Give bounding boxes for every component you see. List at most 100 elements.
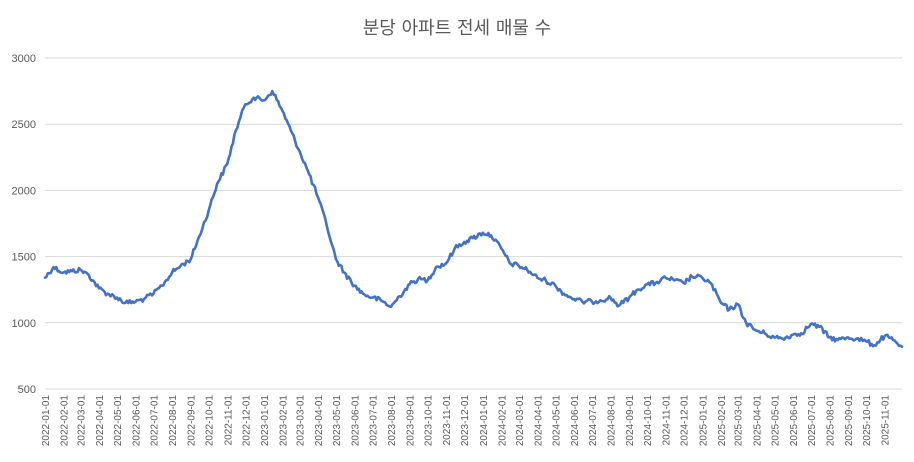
data-point bbox=[453, 247, 456, 250]
x-axis-ticks: 2022-01-01 2022-02-01 2022-03-01 2022-04-01… bbox=[41, 395, 892, 447]
x-tick-label: 2023-10-01 bbox=[424, 395, 435, 447]
x-tick-label: 2024-03-01 bbox=[515, 395, 526, 447]
data-point bbox=[763, 332, 766, 335]
data-point bbox=[828, 336, 831, 339]
y-tick-label: 1500 bbox=[12, 252, 36, 264]
data-point bbox=[306, 169, 309, 172]
x-tick-label: 2023-07-01 bbox=[368, 395, 379, 447]
y-tick-label: 1000 bbox=[12, 318, 36, 330]
data-point bbox=[445, 262, 448, 265]
data-point bbox=[736, 303, 739, 306]
data-point bbox=[628, 296, 631, 299]
data-point bbox=[701, 276, 704, 279]
y-tick-label: 2000 bbox=[12, 185, 36, 197]
x-tick-label: 2025-10-01 bbox=[862, 395, 873, 447]
x-tick-label: 2022-05-01 bbox=[113, 395, 124, 447]
data-point bbox=[791, 333, 794, 336]
data-point bbox=[865, 340, 868, 343]
data-point bbox=[599, 299, 602, 302]
chart-title: 분당 아파트 전세 매물 수 bbox=[362, 18, 552, 39]
data-point bbox=[361, 292, 364, 295]
data-point bbox=[781, 337, 784, 340]
data-point bbox=[316, 196, 319, 199]
x-tick-label: 2025-03-01 bbox=[734, 395, 745, 447]
x-tick-label: 2022-04-01 bbox=[95, 395, 106, 447]
data-point bbox=[818, 325, 821, 328]
data-point bbox=[390, 305, 393, 308]
data-point bbox=[901, 345, 903, 348]
data-point bbox=[160, 284, 163, 287]
data-point bbox=[809, 323, 812, 326]
data-point bbox=[646, 283, 649, 286]
data-point bbox=[463, 241, 466, 244]
data-point bbox=[709, 282, 712, 285]
x-tick-label: 2023-04-01 bbox=[314, 395, 325, 447]
data-point bbox=[216, 182, 219, 185]
x-tick-label: 2025-01-01 bbox=[698, 395, 709, 447]
y-tick-label: 500 bbox=[18, 384, 36, 396]
data-point bbox=[79, 268, 82, 271]
data-point bbox=[106, 292, 109, 295]
data-point bbox=[426, 279, 429, 282]
data-point bbox=[745, 321, 748, 324]
x-tick-label: 2024-06-01 bbox=[570, 395, 581, 447]
data-point bbox=[171, 271, 174, 274]
y-axis-ticks: 500 1000 1500 2000 2500 3000 bbox=[12, 53, 36, 396]
series-layer bbox=[43, 89, 904, 348]
data-point bbox=[142, 297, 145, 300]
data-point bbox=[435, 266, 438, 269]
data-point bbox=[52, 266, 55, 269]
data-point bbox=[883, 335, 886, 338]
data-point bbox=[70, 270, 73, 273]
data-point bbox=[325, 222, 328, 225]
data-point bbox=[189, 258, 192, 261]
data-point bbox=[847, 336, 850, 339]
data-point bbox=[234, 129, 237, 132]
x-tick-label: 2025-04-01 bbox=[752, 395, 763, 447]
data-point bbox=[481, 231, 484, 234]
data-point bbox=[800, 332, 803, 335]
data-point bbox=[115, 296, 118, 299]
data-point bbox=[664, 276, 667, 279]
x-tick-label: 2022-06-01 bbox=[132, 395, 143, 447]
data-point bbox=[198, 235, 201, 238]
data-point bbox=[252, 96, 255, 99]
x-tick-label: 2025-07-01 bbox=[807, 395, 818, 447]
x-tick-label: 2022-10-01 bbox=[205, 395, 216, 447]
x-tick-label: 2023-09-01 bbox=[406, 395, 417, 447]
data-point bbox=[517, 264, 520, 267]
data-point bbox=[334, 258, 337, 261]
data-point bbox=[408, 283, 411, 286]
data-point bbox=[379, 299, 382, 302]
x-tick-label: 2022-09-01 bbox=[187, 395, 198, 447]
x-tick-label: 2024-05-01 bbox=[551, 395, 562, 447]
data-point bbox=[124, 301, 127, 304]
x-tick-label: 2023-08-01 bbox=[387, 395, 398, 447]
x-tick-label: 2023-01-01 bbox=[260, 395, 271, 447]
x-tick-label: 2024-10-01 bbox=[643, 395, 654, 447]
data-point bbox=[544, 279, 547, 282]
data-point bbox=[271, 90, 274, 93]
x-tick-label: 2022-07-01 bbox=[150, 395, 161, 447]
data-point bbox=[755, 329, 758, 332]
data-point bbox=[289, 129, 292, 132]
data-point bbox=[773, 336, 776, 339]
data-point bbox=[855, 337, 858, 340]
data-point bbox=[179, 264, 182, 267]
x-tick-label: 2024-08-01 bbox=[607, 395, 618, 447]
x-tick-label: 2022-11-01 bbox=[223, 395, 234, 446]
data-point bbox=[892, 339, 895, 342]
x-tick-label: 2022-12-01 bbox=[241, 395, 252, 447]
x-tick-label: 2023-11-01 bbox=[442, 395, 453, 446]
x-tick-label: 2023-12-01 bbox=[460, 395, 471, 447]
data-point bbox=[417, 278, 420, 281]
x-tick-label: 2024-01-01 bbox=[479, 395, 490, 447]
data-point bbox=[691, 275, 694, 278]
data-point bbox=[572, 297, 575, 300]
x-tick-label: 2023-03-01 bbox=[295, 395, 306, 447]
data-point bbox=[262, 99, 265, 102]
data-point bbox=[281, 109, 284, 112]
data-point bbox=[536, 276, 539, 279]
data-point bbox=[134, 300, 137, 303]
